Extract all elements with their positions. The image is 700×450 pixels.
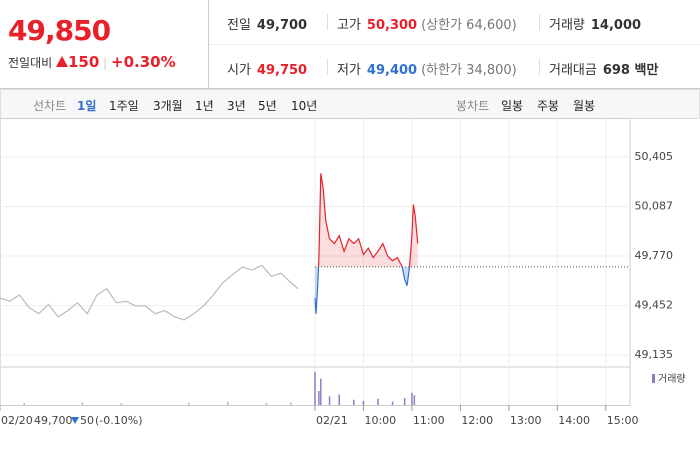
volume-bar (81, 402, 84, 405)
info-value: 14,000 (590, 18, 642, 33)
quote-header: 49,850 전일대비 150 | +0.30% 전일 49,700 고가 50,30… (0, 0, 700, 89)
volume-bar (23, 402, 25, 405)
y-tick-label: 49,770 (635, 249, 674, 262)
info-value: 49,700 (256, 18, 308, 33)
x-tick-label: 10:00 (364, 414, 396, 427)
info-note: (상한가 64,600) (421, 18, 517, 33)
change-pct: +0.30% (111, 53, 176, 71)
divider (327, 59, 328, 75)
x-tick-label: 12:00 (461, 414, 493, 427)
info-label: 거래량 (549, 18, 585, 33)
price-line-up (317, 173, 419, 267)
info-note: (하한가 34,800) (421, 63, 517, 78)
divider (539, 59, 540, 75)
x-tick-label: 13:00 (510, 414, 542, 427)
volume-bar (314, 371, 316, 405)
info-cell: 거래대금 698 백만 (549, 59, 658, 78)
info-label: 시가 (227, 63, 251, 78)
tab[interactable]: 1년 (195, 99, 214, 113)
change-label: 전일대비 (8, 56, 53, 70)
info-cell: 저가 49,400 (하한가 34,800) (337, 59, 517, 78)
volume-bar (362, 400, 365, 405)
y-tick-label: 49,452 (635, 299, 674, 312)
x-tick-label: 14:00 (558, 414, 590, 427)
tab[interactable]: 월봉 (573, 99, 596, 113)
x-tick-label: 15:00 (607, 414, 639, 427)
change-value: 150 (68, 53, 100, 71)
x-tick-label: 02/20 (1, 414, 33, 427)
info-value: 698 백만 (602, 63, 659, 78)
tab[interactable]: 3개월 (153, 99, 183, 113)
info-value: 50,300 (366, 18, 418, 33)
volume-bar (403, 398, 406, 405)
volume-bar (120, 403, 122, 405)
volume-bar (377, 398, 379, 405)
tab[interactable]: 5년 (258, 99, 277, 113)
prev-pct: (-0.10%) (95, 414, 143, 427)
volume-bar (391, 401, 394, 405)
volume-bar (265, 402, 268, 405)
down-icon (71, 417, 79, 424)
info-label: 거래대금 (549, 63, 597, 78)
x-tick-label: 02/21 (316, 414, 348, 427)
volume-bar (320, 378, 322, 405)
change: 전일대비 150 | +0.30% (8, 53, 176, 71)
legend-swatch (652, 374, 655, 383)
info-row: 전일 49,700 고가 50,300 (상한가 64,600) 거래량 14,000 (209, 0, 700, 44)
prev-close: 49,700 (34, 414, 73, 427)
tab[interactable]: 3년 (227, 99, 246, 113)
price-line-down (314, 266, 411, 314)
tab[interactable]: 1일 (77, 99, 97, 113)
tab[interactable]: 1주일 (109, 99, 139, 113)
y-tick-label: 50,405 (635, 150, 674, 163)
volume-bar (227, 401, 229, 405)
tab[interactable]: 일봉 (501, 99, 524, 113)
volume-bar (328, 396, 331, 405)
up-icon (56, 56, 68, 67)
divider (539, 14, 540, 30)
info-cell: 거래량 14,000 (549, 14, 641, 33)
info-value: 49,400 (366, 63, 418, 78)
info-cell: 고가 50,300 (상한가 64,600) (337, 14, 517, 33)
info-value: 49,750 (256, 63, 308, 78)
volume-bar (338, 394, 340, 405)
tab-bar: 선차트 1일 1주일 3개월 1년 3년 5년 10년 봉차트 일봉 주봉 월봉 (0, 89, 700, 119)
info-label: 고가 (337, 18, 361, 33)
volume-bar (413, 395, 416, 405)
volume-bar (411, 392, 413, 405)
volume-bar (353, 399, 355, 405)
info-row: 시가 49,750 저가 49,400 (하한가 34,800) 거래대금 698 백만 (209, 44, 700, 89)
prev-change: 50 (80, 414, 94, 427)
price-line (0, 264, 299, 321)
tab-label: 봉차트 (456, 99, 490, 113)
tab[interactable]: 주봉 (537, 99, 560, 113)
area-up (315, 173, 418, 267)
volume-bar (318, 391, 320, 405)
info-cell: 시가 49,750 (227, 59, 307, 78)
info-label: 전일 (227, 18, 251, 33)
price-box: 49,850 전일대비 150 | +0.30% (0, 0, 209, 88)
legend-label: 거래량 (658, 373, 686, 385)
volume-bar (290, 402, 292, 405)
tab-label: 선차트 (33, 99, 67, 113)
volume-bar (188, 402, 190, 405)
x-tick-label: 11:00 (413, 414, 445, 427)
info-cell: 전일 49,700 (227, 14, 307, 33)
chart: 49,135 49,452 49,770 50,087 50,405 02/20 02/21… (0, 118, 686, 427)
y-tick-label: 50,087 (635, 200, 674, 213)
info-label: 저가 (337, 63, 361, 78)
divider (327, 14, 328, 30)
y-tick-label: 49,135 (635, 348, 674, 361)
tab[interactable]: 10년 (291, 99, 318, 113)
price: 49,850 (8, 14, 111, 47)
